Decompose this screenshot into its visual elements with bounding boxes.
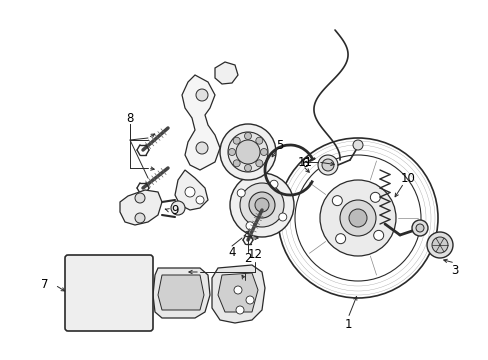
- Circle shape: [233, 137, 240, 144]
- Circle shape: [255, 160, 262, 167]
- Circle shape: [229, 173, 293, 237]
- Circle shape: [245, 296, 253, 304]
- Text: 6: 6: [301, 157, 308, 170]
- Circle shape: [233, 160, 240, 167]
- Text: 3: 3: [450, 264, 458, 276]
- Text: 10: 10: [400, 171, 415, 185]
- Circle shape: [245, 222, 253, 230]
- Text: 4: 4: [228, 246, 235, 258]
- Circle shape: [244, 165, 251, 171]
- Circle shape: [339, 200, 375, 236]
- Circle shape: [140, 268, 150, 278]
- Polygon shape: [182, 75, 220, 170]
- Circle shape: [352, 140, 362, 150]
- Text: 5: 5: [276, 139, 283, 152]
- Circle shape: [135, 193, 145, 203]
- Polygon shape: [153, 268, 209, 318]
- Polygon shape: [215, 62, 238, 84]
- Circle shape: [431, 237, 447, 253]
- Circle shape: [135, 213, 145, 223]
- Circle shape: [196, 142, 207, 154]
- Circle shape: [74, 303, 92, 321]
- Circle shape: [278, 213, 286, 221]
- Circle shape: [124, 303, 142, 321]
- Circle shape: [184, 187, 195, 197]
- Circle shape: [335, 234, 345, 244]
- Text: 7: 7: [41, 279, 49, 292]
- Circle shape: [228, 149, 235, 156]
- Circle shape: [248, 192, 274, 218]
- Circle shape: [74, 263, 92, 281]
- Circle shape: [234, 286, 242, 294]
- Circle shape: [369, 192, 380, 202]
- Circle shape: [254, 198, 268, 212]
- Circle shape: [240, 183, 284, 227]
- Circle shape: [220, 124, 275, 180]
- Circle shape: [415, 224, 423, 232]
- Circle shape: [269, 180, 278, 188]
- Circle shape: [74, 283, 92, 301]
- Polygon shape: [175, 170, 207, 210]
- Circle shape: [171, 201, 184, 215]
- Polygon shape: [158, 275, 203, 310]
- Circle shape: [255, 137, 262, 144]
- Circle shape: [348, 209, 366, 227]
- Circle shape: [227, 132, 267, 172]
- Text: 1: 1: [344, 319, 351, 332]
- Text: 11: 11: [297, 156, 312, 168]
- Circle shape: [124, 263, 142, 281]
- Circle shape: [196, 196, 203, 204]
- Polygon shape: [120, 190, 162, 225]
- FancyBboxPatch shape: [65, 255, 153, 331]
- Polygon shape: [218, 273, 258, 312]
- Text: 9: 9: [171, 203, 179, 216]
- Circle shape: [321, 159, 333, 171]
- Circle shape: [411, 220, 427, 236]
- Circle shape: [244, 132, 251, 140]
- Circle shape: [317, 155, 337, 175]
- Circle shape: [196, 89, 207, 101]
- Circle shape: [124, 283, 142, 301]
- Circle shape: [319, 180, 395, 256]
- Circle shape: [332, 195, 342, 206]
- Circle shape: [237, 189, 244, 197]
- Text: 8: 8: [126, 112, 133, 125]
- Circle shape: [236, 306, 244, 314]
- Text: 2: 2: [244, 252, 251, 265]
- Text: 12: 12: [247, 248, 262, 261]
- Circle shape: [426, 232, 452, 258]
- Polygon shape: [212, 265, 264, 323]
- Circle shape: [236, 140, 260, 164]
- Circle shape: [260, 149, 267, 156]
- Circle shape: [373, 230, 383, 240]
